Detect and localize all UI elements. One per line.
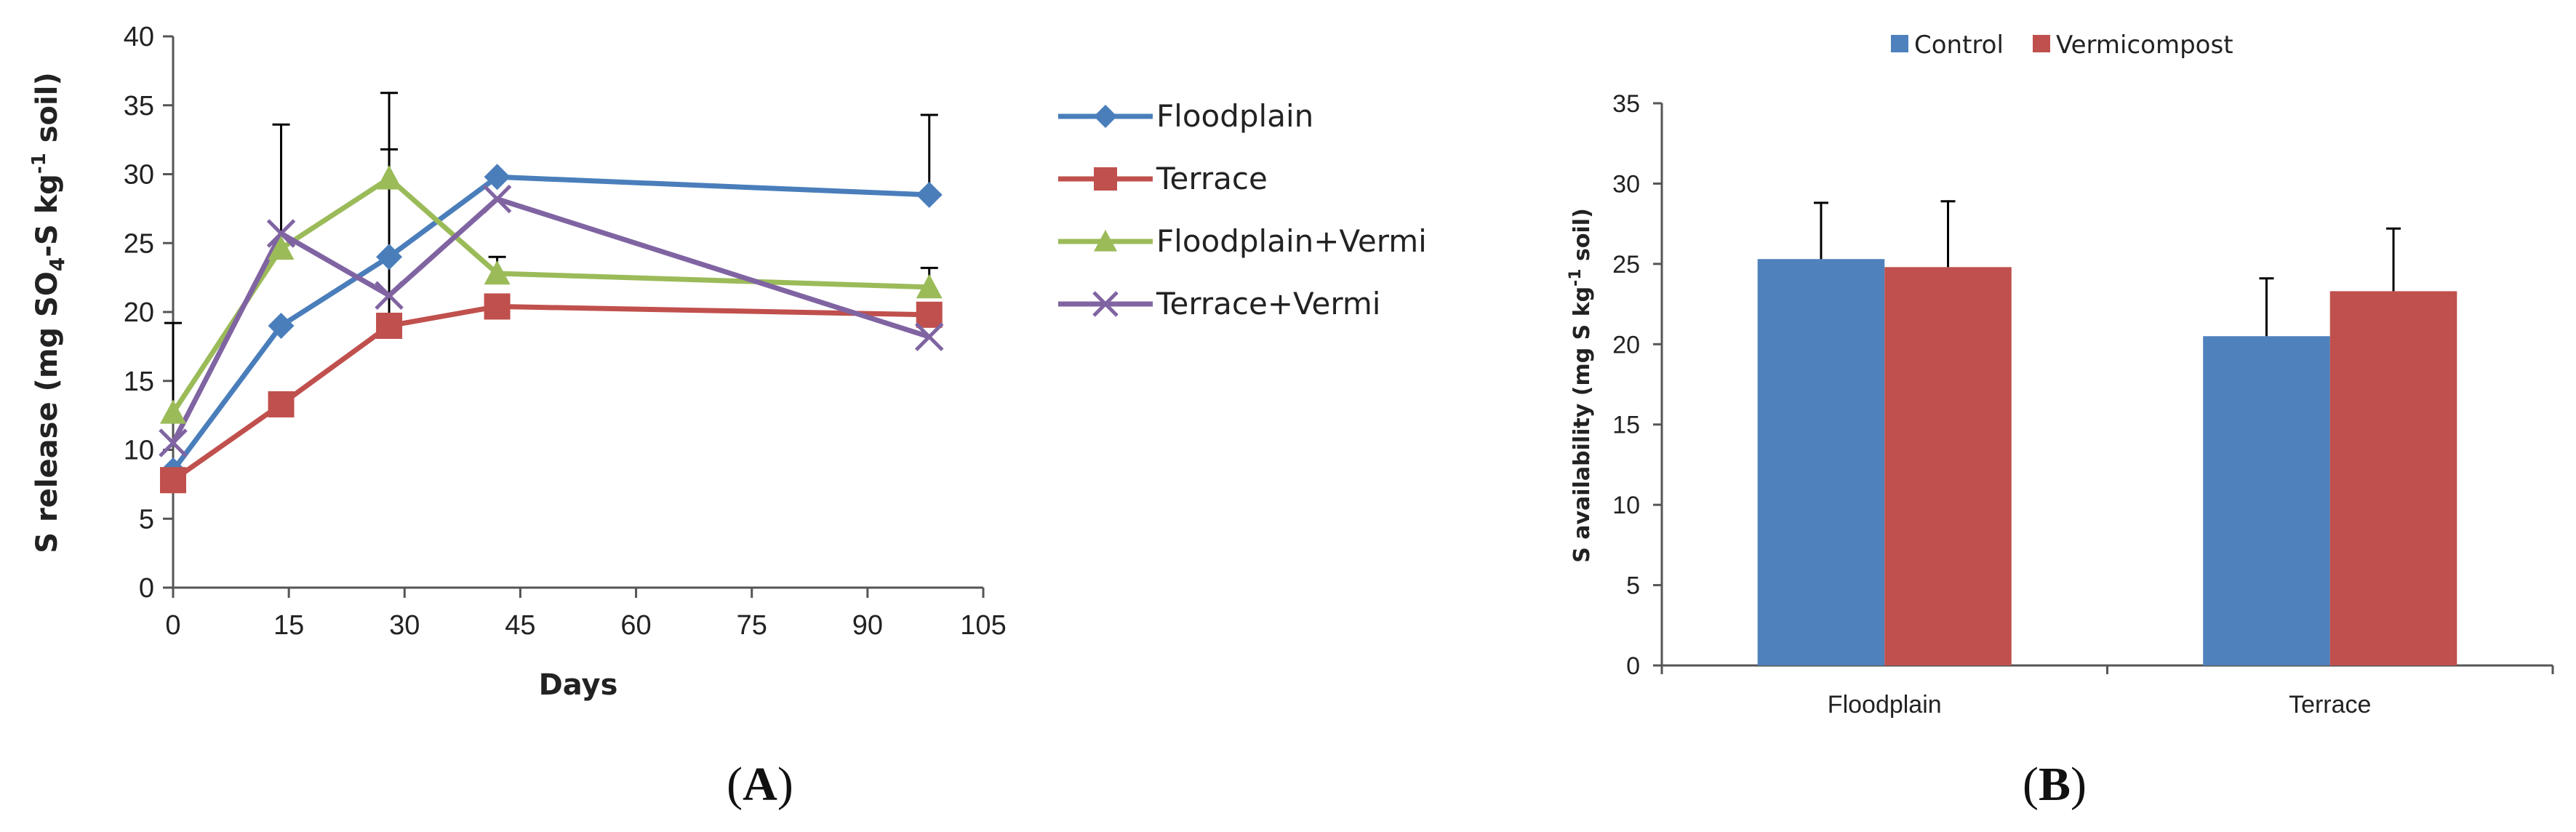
data-point-floodplain-vermi	[376, 165, 403, 190]
panel-a-x-tick-label: 15	[273, 610, 304, 641]
data-point-terrace-vermi	[375, 281, 404, 311]
legend-swatch-vermicompost	[2033, 35, 2050, 52]
panel-a-x-tick-label: 90	[852, 610, 883, 641]
panel-a-label: (A)	[727, 758, 793, 811]
panel-b-label: (B)	[2023, 758, 2087, 811]
panel-a-y-tick-label: 5	[139, 504, 154, 535]
legend-marker-floodplain	[1094, 105, 1117, 128]
data-point-terrace	[484, 293, 511, 320]
legend-label-control: Control	[1914, 31, 2004, 60]
panel-a-y-tick-label: 30	[124, 160, 154, 191]
panel-a-x-axis-title: Days	[539, 668, 618, 702]
panel-a-x-tick-label: 75	[737, 610, 767, 641]
data-point-terrace-vermi	[914, 322, 944, 351]
legend-label-terrace: Terrace	[1156, 161, 1268, 196]
panel-a-x-tick-label: 45	[505, 610, 535, 641]
panel-b-bar-chart: 0 5 10 15 20 25 30 35 Floodplain Terrace S avail…	[1567, 31, 2554, 811]
data-point-terrace	[268, 391, 295, 417]
panel-a-legend: Floodplain Terrace Floodplain+Vermi Terrace…	[1058, 98, 1427, 321]
panel-a-y-axis-title: S release (mg SO4-S kg-1 soil)	[28, 72, 69, 553]
panel-b-y-tick-label: 15	[1612, 412, 1640, 439]
legend-label-terrace-vermi: Terrace+Vermi	[1156, 286, 1380, 321]
panel-b-category-label: Terrace	[2289, 691, 2371, 719]
bar-control-terrace	[2203, 336, 2330, 665]
bar-control-floodplain	[1757, 259, 1885, 665]
panel-a-y-tick-label: 35	[124, 91, 154, 121]
panel-a-y-tick-label: 25	[124, 228, 154, 259]
legend-marker-terrace	[1094, 167, 1117, 191]
legend-marker-terrace-vermi	[1092, 291, 1119, 317]
legend-label-floodplain: Floodplain	[1156, 98, 1313, 134]
data-point-terrace	[916, 301, 943, 328]
data-point-terrace-vermi	[159, 428, 188, 457]
panel-a-line-chart: 0 5 10 15 20 25 30 35 40 0 15 30 45 60 75 90 105 Days S…	[28, 22, 1427, 811]
panel-b-legend: Control Vermicompost	[1891, 31, 2233, 60]
data-point-terrace-vermi	[482, 184, 512, 214]
data-point-terrace	[160, 467, 186, 494]
legend-marker-floodplain-vermi	[1094, 230, 1117, 252]
data-point-floodplain-vermi	[916, 273, 943, 299]
panel-b-y-axis-title: S availability (mg S kg-1 soil)	[1567, 208, 1595, 563]
legend-swatch-control	[1891, 35, 1908, 52]
data-point-floodplain	[376, 244, 403, 271]
series-line-floodplain-vermi	[171, 175, 929, 415]
data-point-floodplain-vermi	[484, 260, 511, 285]
panel-a-x-tick-label: 105	[960, 610, 1006, 641]
panel-a-x-tick-label: 30	[389, 610, 420, 641]
panel-a-x-tick-label: 0	[165, 610, 180, 641]
panel-b-y-tick-label: 20	[1612, 331, 1640, 359]
panel-a-x-tick-label: 60	[620, 610, 651, 641]
panel-a-y-tick-label: 10	[124, 436, 154, 466]
panel-b-y-tick-label: 10	[1612, 492, 1640, 519]
data-point-terrace	[376, 312, 403, 339]
panel-b-y-tick-label: 30	[1612, 170, 1640, 198]
panel-a-y-tick-label: 0	[139, 573, 154, 604]
panel-b-y-tick-label: 35	[1612, 90, 1640, 118]
data-point-floodplain	[916, 181, 943, 208]
panel-a-y-tick-label: 20	[124, 297, 154, 328]
bar-vermicompost-terrace	[2329, 291, 2457, 666]
panel-a-y-tick-label: 15	[124, 367, 154, 397]
data-point-floodplain-vermi	[160, 399, 186, 424]
bar-vermicompost-floodplain	[1884, 267, 2012, 665]
panel-b-y-tick-label: 0	[1626, 652, 1640, 680]
legend-label-floodplain-vermi: Floodplain+Vermi	[1156, 223, 1427, 259]
data-point-floodplain	[268, 312, 295, 339]
data-point-floodplain	[484, 164, 511, 191]
data-point-terrace-vermi	[266, 219, 296, 248]
data-point-floodplain-vermi	[268, 235, 295, 260]
legend-label-vermicompost: Vermicompost	[2056, 31, 2233, 60]
panel-a-y-tick-label: 40	[124, 22, 154, 52]
panel-b-y-tick-label: 5	[1626, 572, 1640, 600]
panel-b-y-tick-label: 25	[1612, 251, 1640, 279]
panel-b-category-label: Floodplain	[1828, 691, 1942, 719]
